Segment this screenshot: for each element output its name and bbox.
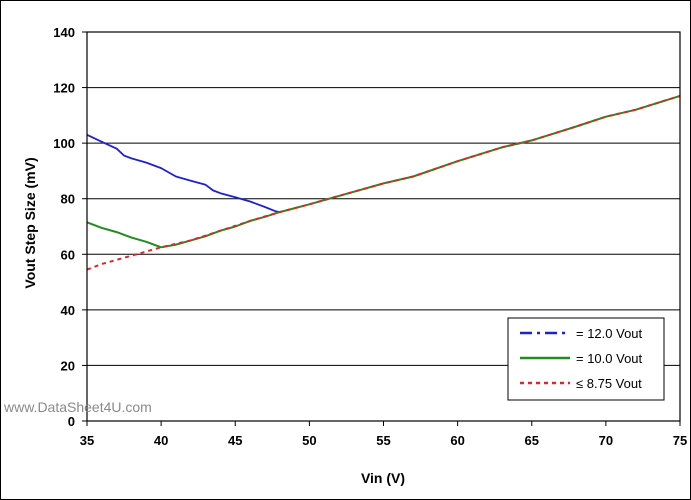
x-tick-label-55: 55 [376, 433, 390, 448]
x-tick-label-65: 65 [525, 433, 539, 448]
y-tick-label-20: 20 [61, 358, 75, 373]
y-tick-label-140: 140 [53, 25, 75, 40]
x-axis-title: Vin (V) [361, 470, 405, 486]
x-tick-label-60: 60 [450, 433, 464, 448]
legend-label-2: ≤ 8.75 Vout [576, 376, 642, 391]
legend-label-0: = 12.0 Vout [576, 326, 643, 341]
y-tick-label-40: 40 [61, 303, 75, 318]
x-tick-label-75: 75 [673, 433, 687, 448]
y-tick-label-120: 120 [53, 81, 75, 96]
series-line-1 [86, 211, 281, 249]
axes-group [82, 31, 681, 426]
series-line-0 [86, 133, 280, 213]
x-tick-label-35: 35 [80, 433, 94, 448]
series-line-2 [86, 94, 681, 271]
legend: = 12.0 Vout = 10.0 Vout ≤ 8.75 Vout [507, 317, 665, 401]
y-axis-title: Vout Step Size (mV) [22, 157, 38, 288]
series-group [86, 94, 681, 271]
y-tick-label-0: 0 [68, 414, 75, 429]
y-tick-label-100: 100 [53, 136, 75, 151]
x-tick-label-40: 40 [154, 433, 168, 448]
x-tick-label-50: 50 [302, 433, 316, 448]
x-tick-label-45: 45 [228, 433, 242, 448]
y-tick-label-60: 60 [61, 247, 75, 262]
x-tick-label-70: 70 [599, 433, 613, 448]
watermark-text: www.DataSheet4U.com [3, 399, 152, 415]
tick-labels: 35 40 45 50 55 60 65 70 75 0 20 40 60 80 100 120 140 [53, 25, 687, 448]
y-tick-label-80: 80 [61, 192, 75, 207]
legend-label-1: = 10.0 Vout [576, 351, 643, 366]
